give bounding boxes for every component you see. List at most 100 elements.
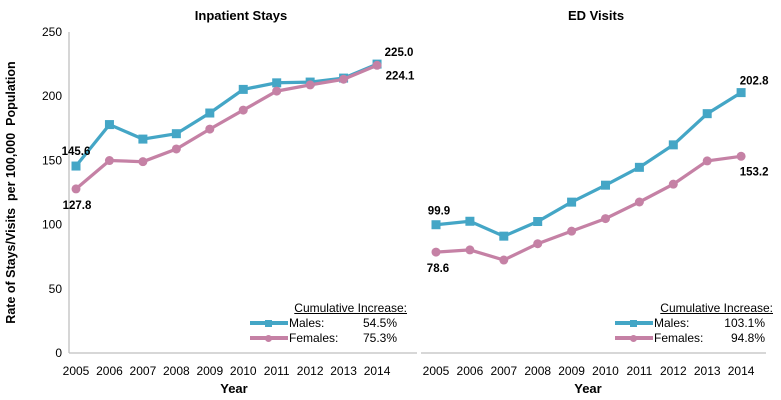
data-point-marker [104, 120, 114, 130]
endpoint-label-last: 153.2 [740, 166, 769, 178]
endpoint-label-last: 202.8 [740, 76, 769, 88]
data-point-marker [138, 157, 148, 167]
data-point-marker [431, 220, 441, 230]
x-tick-label: 2005 [423, 364, 450, 378]
legend-row-females: Females: 75.3% [250, 332, 407, 344]
data-point-marker [238, 84, 248, 94]
x-axis-title-right: Year [574, 381, 602, 396]
legend-label-females: Females: [654, 331, 704, 345]
data-point-marker [205, 108, 215, 118]
endpoint-label-first: 127.8 [63, 200, 92, 212]
x-tick-label: 2014 [728, 364, 755, 378]
x-tick-label: 2012 [660, 364, 687, 378]
data-point-marker [171, 144, 181, 154]
legend-value-females: 94.8% [730, 331, 765, 345]
x-tick-label: 2008 [163, 364, 190, 378]
data-point-marker [736, 88, 746, 98]
data-point-marker [499, 231, 509, 241]
x-tick-label: 2014 [364, 364, 391, 378]
data-point-marker [465, 216, 475, 226]
series-line-females [435, 154, 742, 262]
x-tick-label: 2013 [330, 364, 357, 378]
x-tick-label: 2010 [230, 364, 257, 378]
males-line-marker-icon [250, 317, 288, 329]
legend-row-males: Males: 103.1% [615, 317, 773, 329]
data-point-marker [668, 179, 678, 189]
data-point-marker [567, 197, 577, 207]
y-tick-label: 0 [55, 346, 62, 360]
legend-row-females: Females: 94.8% [615, 332, 773, 344]
endpoint-label-last: 225.0 [385, 47, 414, 59]
x-tick-label: 2005 [63, 364, 90, 378]
data-point-marker [567, 226, 577, 236]
x-tick-label: 2009 [196, 364, 223, 378]
x-tick-label: 2013 [694, 364, 721, 378]
endpoint-label-last: 224.1 [386, 70, 415, 82]
x-axis-title-left: Year [220, 381, 248, 396]
x-tick-label: 2011 [626, 364, 652, 378]
series-line-males [435, 91, 742, 238]
legend-value-males: 103.1% [724, 316, 765, 330]
data-point-marker [372, 60, 382, 70]
legend-value-females: 75.3% [362, 331, 397, 345]
females-line-marker-icon [250, 332, 288, 344]
x-tick-label: 2012 [297, 364, 324, 378]
data-point-marker [104, 156, 114, 166]
data-point-marker [171, 129, 181, 139]
endpoint-label-first: 99.9 [428, 206, 450, 218]
data-point-marker [601, 214, 610, 224]
x-tick-label: 2008 [524, 364, 551, 378]
y-tick-label: 100 [42, 218, 62, 232]
y-axis-title: Rate of Stays/Visits per 100,000 Populat… [4, 61, 18, 324]
data-point-marker [533, 239, 543, 249]
data-point-marker [431, 247, 441, 257]
y-tick-label: 250 [42, 25, 62, 39]
data-point-marker [702, 109, 712, 119]
data-point-marker [272, 78, 282, 88]
x-tick-label: 2011 [264, 364, 290, 378]
panel-title-inpatient-stays: Inpatient Stays [194, 8, 288, 23]
series-line-females [74, 63, 378, 191]
legend-value-males: 54.5% [362, 316, 397, 330]
data-point-marker [305, 80, 315, 90]
legend-title: Cumulative Increase: [660, 301, 773, 315]
legend-ed-visits: Cumulative Increase: Males: 103.1% Femal… [615, 302, 773, 344]
series-line-males [74, 62, 378, 168]
data-point-marker [533, 217, 543, 227]
data-point-marker [205, 124, 215, 134]
legend-label-males: Males: [654, 316, 690, 330]
legend-label-females: Females: [289, 331, 339, 345]
panel-inpatient-stays: 0 50 100 150 200 250 2005 2006 2007 2008 2009 2010 2… [42, 25, 417, 378]
y-tick-label: 200 [42, 89, 62, 103]
x-tick-label: 2009 [558, 364, 585, 378]
endpoint-label-first: 145.6 [62, 146, 91, 158]
data-point-marker [71, 184, 81, 194]
x-tick-label: 2010 [592, 364, 619, 378]
x-tick-label: 2007 [130, 364, 157, 378]
data-point-marker [736, 151, 746, 161]
males-line-marker-icon [615, 317, 653, 329]
data-point-marker [272, 86, 282, 96]
legend-label-males: Males: [289, 316, 325, 330]
legend-inpatient: Cumulative Increase: Males: 54.5% Female… [250, 302, 407, 344]
legend-row-males: Males: 54.5% [250, 317, 407, 329]
data-point-marker [634, 162, 644, 172]
data-point-marker [465, 245, 475, 255]
data-point-marker [339, 74, 349, 84]
x-tick-label: 2006 [457, 364, 484, 378]
endpoint-label-first: 78.6 [427, 263, 449, 275]
data-point-marker [138, 134, 148, 144]
females-line-marker-icon [615, 332, 653, 344]
data-point-marker [668, 140, 678, 150]
y-tick-label: 50 [49, 282, 63, 296]
legend-title: Cumulative Increase: [294, 301, 407, 315]
data-point-marker [702, 156, 712, 166]
panel-ed-visits: 2005 2006 2007 2008 2009 2010 2011 2012 2013 2014… [421, 76, 769, 378]
data-point-marker [601, 180, 610, 190]
x-tick-label: 2006 [96, 364, 123, 378]
data-point-marker [634, 197, 644, 207]
panel-title-ed-visits: ED Visits [567, 8, 625, 23]
data-point-marker [238, 105, 248, 115]
